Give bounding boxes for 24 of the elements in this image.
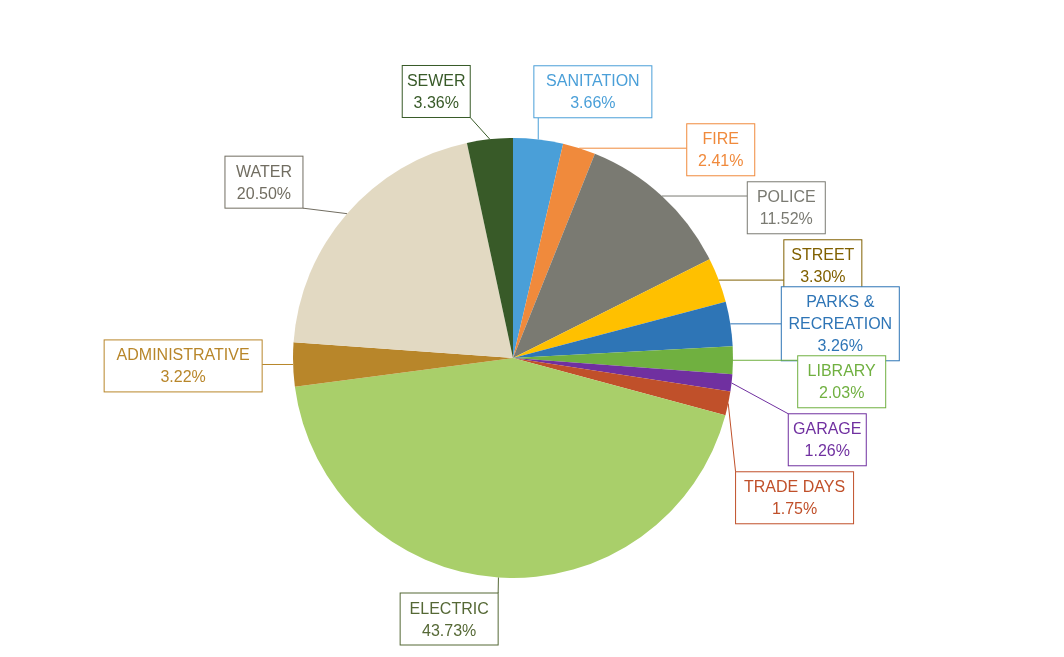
slice-label: SANITATION: [546, 72, 640, 90]
data-label: 1.75%: [771, 500, 818, 518]
data-label: 3.22%: [160, 368, 206, 386]
data-label: 20.50%: [236, 184, 292, 202]
data-label: 2.41%: [698, 152, 744, 170]
slice-label: SEWER: [406, 71, 466, 89]
slice-label: PARKS & RECREATION: [788, 293, 893, 333]
data-label: 3.66%: [570, 94, 616, 112]
slice-label: TRADE DAYS: [744, 478, 846, 496]
data-label: 11.52%: [759, 210, 813, 228]
data-label: 3.26%: [817, 337, 863, 355]
slice-label: GARAGE: [793, 420, 862, 438]
slice-label: WATER: [235, 162, 292, 180]
slice-label: POLICE: [756, 188, 816, 206]
slice-label: FIRE: [702, 130, 739, 148]
data-label: 43.73%: [422, 621, 477, 639]
data-label: 3.30%: [800, 268, 846, 286]
slice-label: LIBRARY: [807, 362, 877, 380]
slice-label: ELECTRIC: [409, 599, 489, 617]
data-label: 2.03%: [819, 384, 865, 402]
data-label: 1.26%: [804, 442, 850, 460]
slice-label: ADMINISTRATIVE: [116, 346, 250, 364]
data-label: 3.36%: [413, 93, 459, 111]
slice-label: STREET: [791, 246, 855, 264]
